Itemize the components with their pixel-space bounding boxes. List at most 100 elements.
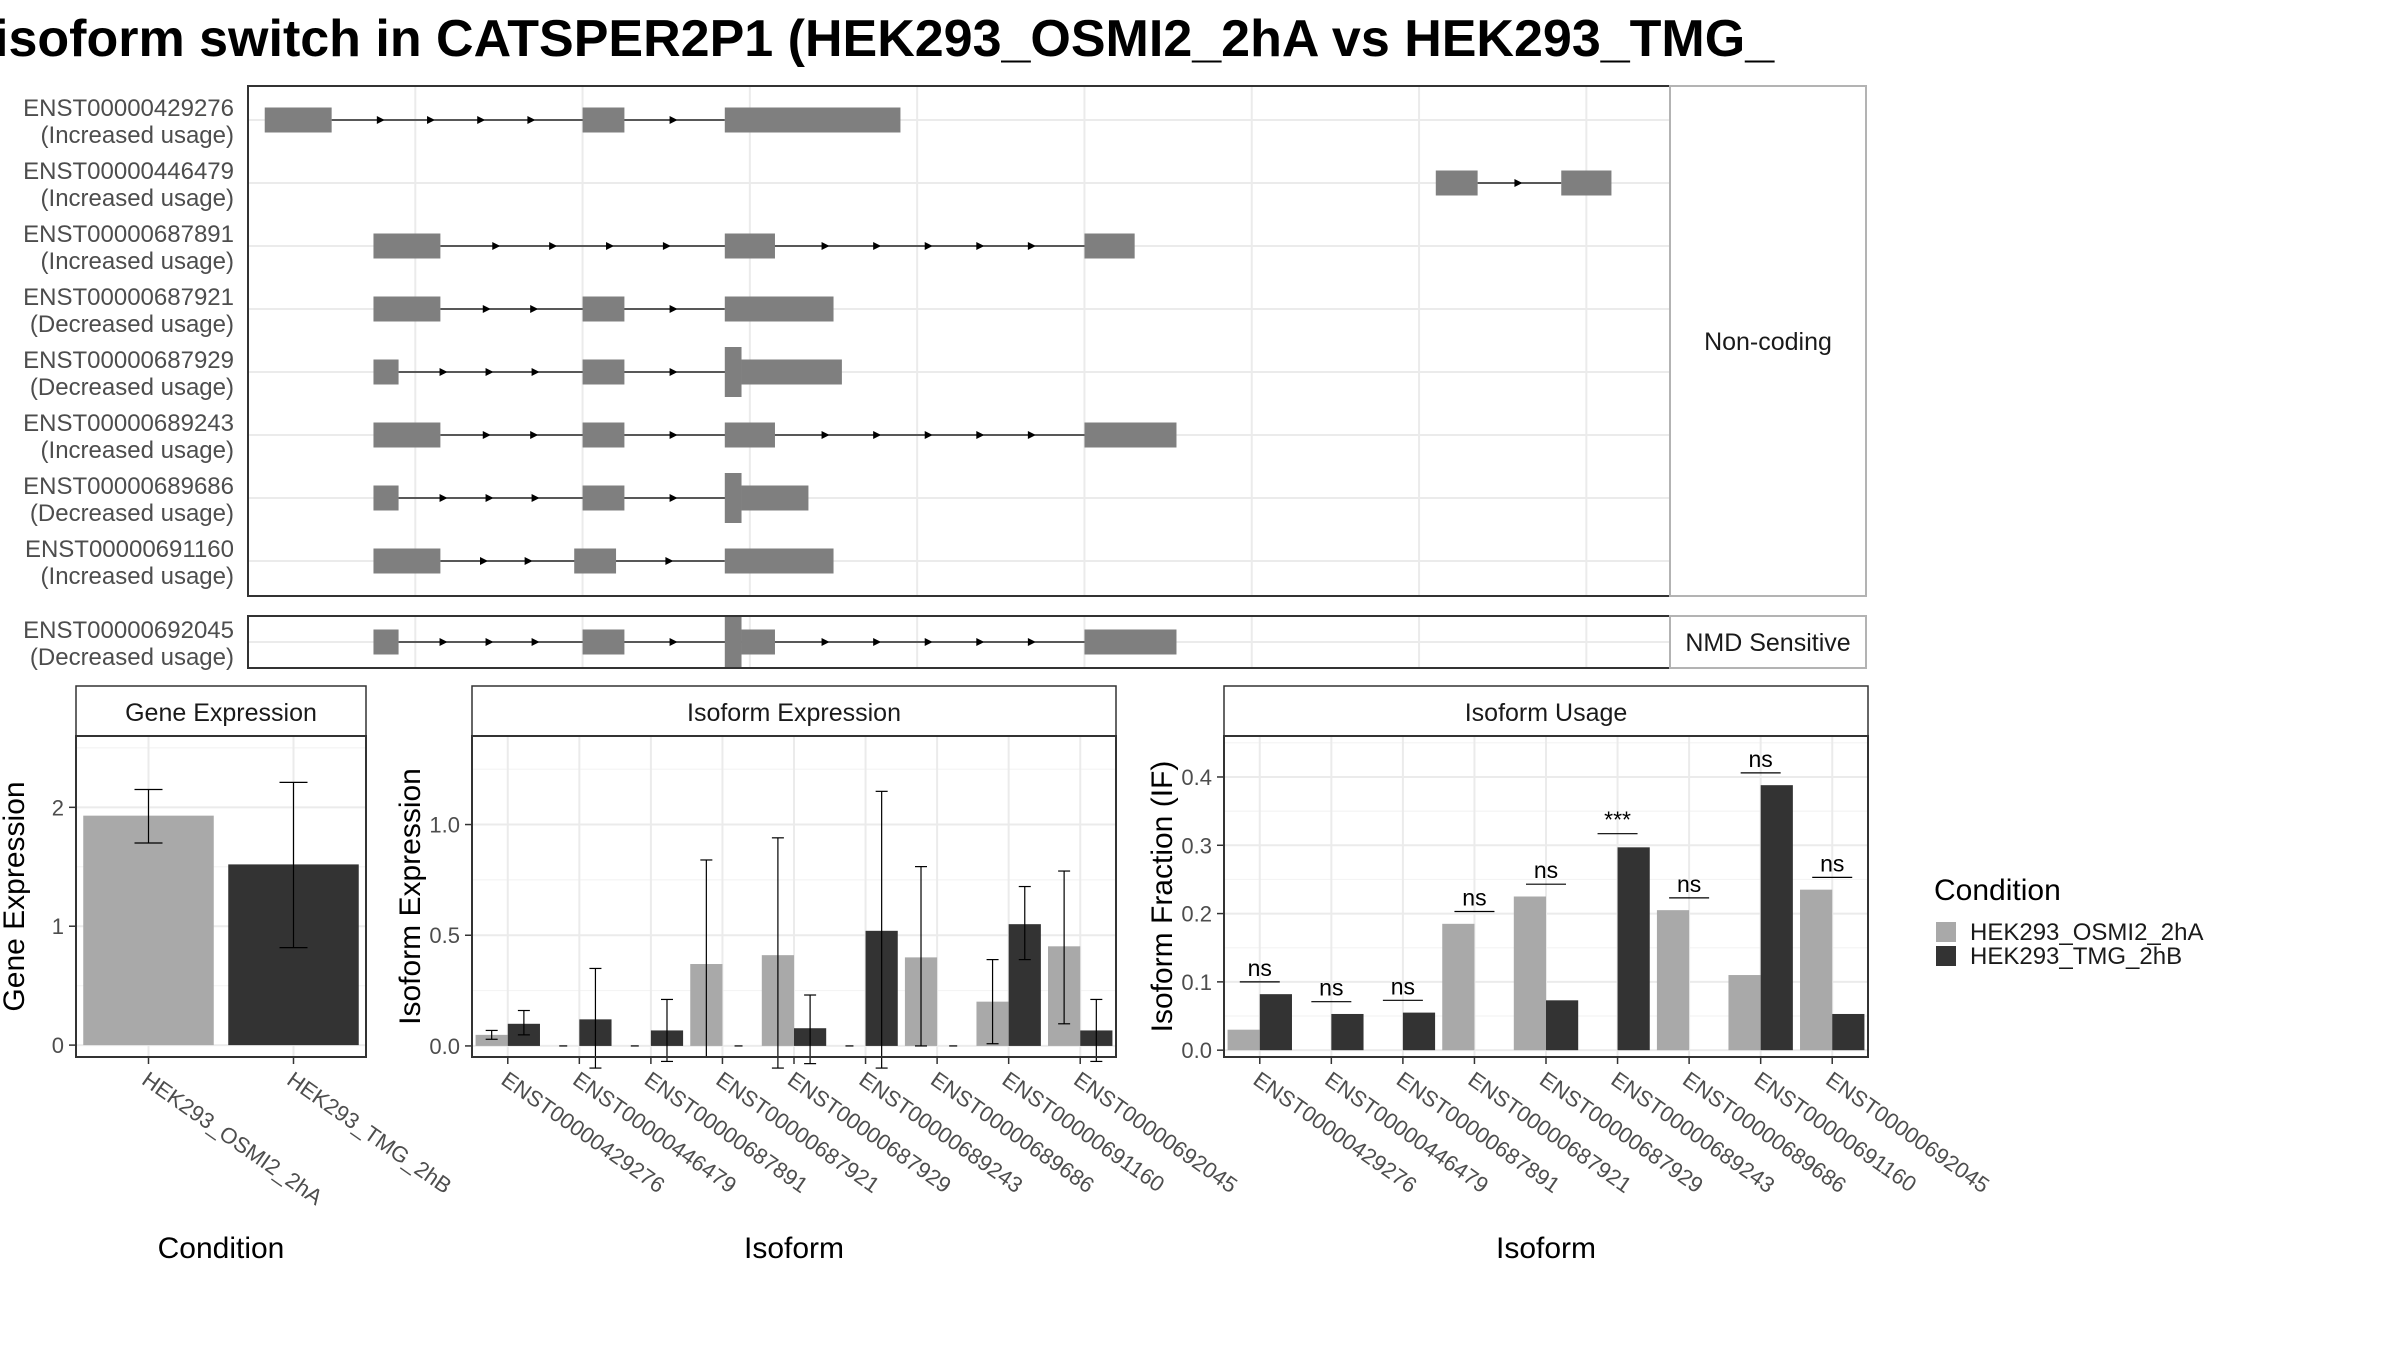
significance-label: ns [1820,850,1844,876]
exon-block [373,296,441,322]
intron-arrow [439,638,448,646]
intron-arrow [873,242,882,250]
intron-arrow [477,116,486,124]
intron-arrow [1027,431,1036,439]
intron-arrow [439,368,448,376]
bar-HEK293_TMG_2hB-ENST00000692045 [1832,1013,1865,1051]
intron-arrow [665,557,674,565]
transcript-id-label: ENST00000687921 [23,284,234,311]
bar-HEK293_TMG_2hB-ENST00000446479 [1331,1013,1364,1051]
intron-arrow [485,368,494,376]
transcript-id-label: ENST00000691160 [25,536,234,563]
intron-arrow [669,494,678,502]
panel-strip [75,685,367,737]
intron-arrow [669,638,678,646]
exon-block [582,422,625,448]
bar-HEK293_OSMI2_2hA [83,815,214,1046]
exon-block [582,485,625,511]
exon-block [1084,629,1177,655]
exon-block [582,359,625,385]
y-axis-title: Isoform Fraction (IF) [1146,761,1179,1033]
bar-HEK293_TMG_2hB-ENST00000429276 [1259,994,1292,1051]
y-axis-title: Gene Expression [0,781,31,1011]
y-tick-label: 0.0 [1181,1038,1212,1063]
transcript-id-label: ENST00000689686 [23,473,234,500]
panel-strip [471,685,1117,737]
transcript-usage-label: (Decreased usage) [30,374,234,401]
panel-strip [1223,685,1869,737]
x-axis-title: Isoform [744,1232,844,1265]
bar-HEK293_TMG_2hB-ENST00000691160 [1760,785,1793,1051]
intron-arrow [492,242,501,250]
legend-label: HEK293_OSMI2_2hA [1970,919,2203,946]
intron-arrow [669,116,678,124]
transcript-id-label: ENST00000446479 [23,158,234,185]
y-tick-label: 0.0 [429,1034,460,1059]
intron-arrow [531,638,540,646]
significance-label: ns [1391,973,1415,999]
exon-block [724,296,834,322]
exon-block [724,548,834,574]
panel-title: Gene Expression [125,699,317,727]
exon-block [582,107,625,133]
exon-block [1435,170,1478,196]
intron-arrow [485,494,494,502]
intron-arrow [439,494,448,502]
y-tick-label: 0 [52,1033,64,1058]
transcript-usage-label: (Decreased usage) [30,644,234,671]
legend-title: Condition [1934,874,2061,907]
panel-border [75,735,367,1058]
intron-arrow [549,242,558,250]
transcript-usage-label: (Increased usage) [41,185,234,212]
transcript-id-label: ENST00000689243 [23,410,234,437]
intron-arrow [530,305,539,313]
intron-arrow [482,305,491,313]
y-tick-label: 2 [52,795,64,820]
bar-HEK293_OSMI2_2hA-ENST00000429276 [475,1034,508,1046]
bar-HEK293_TMG_2hB-ENST00000689243 [1617,847,1650,1051]
exon-block [741,629,775,655]
intron-arrow [669,305,678,313]
y-tick-label: 0.3 [1181,833,1212,858]
exon-block [741,359,842,385]
transcript-usage-label: (Increased usage) [41,248,234,275]
bar-HEK293_TMG_2hB-ENST00000687891 [1402,1012,1436,1051]
exon-block [582,629,625,655]
structure-panel-border [247,85,1671,597]
significance-label: *** [1604,807,1631,833]
transcript-usage-label: (Decreased usage) [30,500,234,527]
bar-HEK293_OSMI2_2hA-ENST00000692045 [1800,889,1833,1051]
legend-swatch [1936,922,1956,942]
y-tick-label: 0.2 [1181,902,1212,927]
intron-arrow [531,368,540,376]
intron-arrow [669,368,678,376]
exon-block [724,422,775,448]
intron-arrow [482,431,491,439]
bar-HEK293_TMG_2hB-ENST00000687929 [1546,1000,1579,1051]
figure-title: isoform switch in CATSPER2P1 (HEK293_OSM… [0,10,1775,68]
intron-arrow [527,116,536,124]
intron-arrow [1027,242,1036,250]
intron-arrow [873,431,882,439]
significance-label: ns [1534,857,1558,883]
transcript-id-label: ENST00000429276 [23,95,234,122]
significance-label: ns [1677,871,1701,897]
exon-block [264,107,332,133]
intron-arrow [485,638,494,646]
exon-block [741,485,809,511]
exon-block [724,347,742,397]
exon-block [574,548,617,574]
intron-arrow [1027,638,1036,646]
bar-HEK293_OSMI2_2hA-ENST00000429276 [1227,1029,1260,1051]
transcript-id-label: ENST00000687929 [23,347,234,374]
y-axis-title: Isoform Expression [394,768,427,1025]
panel-title: Isoform Usage [1465,699,1628,727]
exon-block [373,422,441,448]
x-axis-title: Condition [158,1232,285,1265]
facet-strip [1669,615,1867,669]
y-tick-label: 0.4 [1181,765,1212,790]
bar-HEK293_OSMI2_2hA-ENST00000687929 [1513,896,1546,1051]
exon-block [1561,170,1612,196]
intron-arrow [924,242,933,250]
